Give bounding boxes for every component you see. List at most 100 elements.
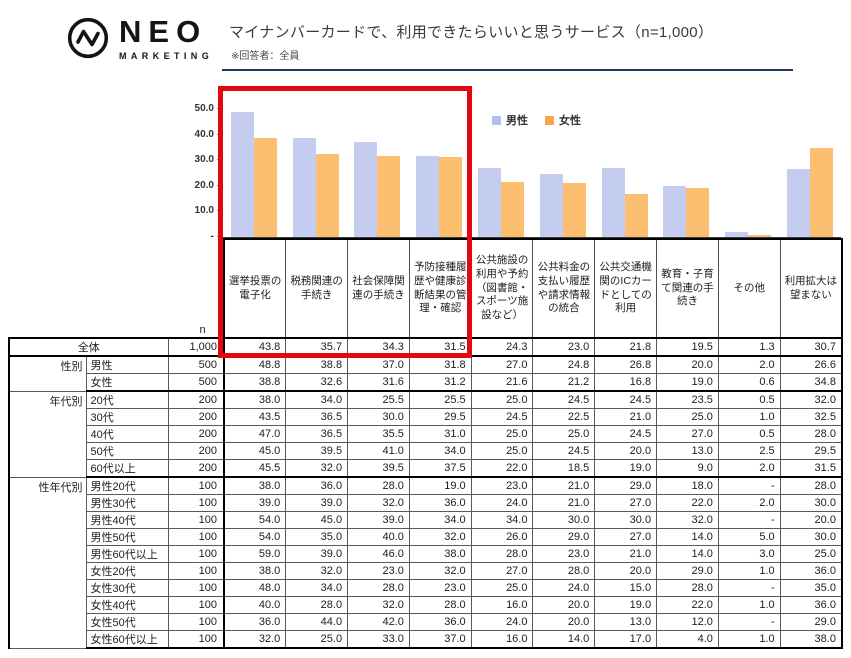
data-cell: 28.0 (347, 476, 410, 495)
data-cell: 32.0 (285, 459, 349, 478)
column-header: その他 (717, 238, 781, 339)
bar-female (748, 235, 772, 237)
n-column-header: n (199, 324, 206, 336)
data-cell: 21.2 (532, 373, 596, 392)
data-cell: 32.0 (779, 390, 843, 409)
data-cell: 3.0 (717, 545, 781, 563)
data-cell: 2.0 (717, 459, 781, 478)
data-cell: 23.0 (532, 545, 596, 563)
column-header: 社会保障関連の手続き (347, 238, 410, 339)
row-label: 女性40代 (85, 596, 169, 614)
data-cell: 24.5 (594, 390, 658, 409)
data-cell: 2.0 (717, 494, 781, 512)
data-cell: 24.0 (470, 494, 534, 512)
data-cell: 22.5 (532, 408, 596, 426)
data-cell: 1.0 (717, 562, 781, 580)
n-value: 100 (167, 630, 225, 649)
row-label: 50代 (85, 442, 169, 460)
data-cell: 42.0 (347, 613, 410, 631)
table-row: 年代別 20代 200 38.0 34.0 25.5 25.5 25.0 24.5 24.5 23.… (8, 390, 843, 478)
female-legend-swatch (545, 115, 554, 125)
legend-label-male: 男性 (506, 115, 528, 127)
table-row: 女性20代 100 38.0 32.0 23.0 32.0 27.0 28.0 20.0 29.0… (9, 562, 843, 580)
n-value: 200 (167, 459, 225, 478)
crosstab-table: n 選挙投票の電子化 税務関連の手続き 社会保障関連の手続き 予防接種履歴や健康診断結果… (8, 238, 843, 649)
data-cell: 25.0 (470, 425, 534, 443)
data-cell: 35.5 (347, 425, 410, 443)
data-cell: 34.0 (470, 511, 534, 529)
row-label: 男性20代 (85, 476, 169, 495)
data-cell: 22.0 (470, 459, 534, 478)
data-cell: 35.7 (285, 337, 349, 357)
legend-item-female: 女性 (545, 112, 581, 128)
table-row: 全体 1,000 43.8 35.7 34.3 31.5 24.3 23.0 21.8 19.5 1… (8, 337, 843, 357)
data-cell: 0.5 (717, 390, 781, 409)
data-cell: 38.0 (408, 545, 472, 563)
data-cell: 45.5 (223, 459, 287, 478)
n-value: 100 (167, 613, 225, 631)
data-cell: 1.0 (717, 408, 781, 426)
data-cell: 30.0 (779, 494, 843, 512)
bar-female (501, 182, 525, 237)
bar-group (779, 100, 841, 237)
bar-female (562, 183, 586, 237)
n-value: 500 (167, 373, 225, 392)
bar-male (663, 186, 687, 237)
row-label: 男性30代 (85, 494, 169, 512)
data-cell: 35.0 (285, 528, 349, 546)
data-cell: 28.0 (779, 476, 843, 495)
n-value: 100 (167, 596, 225, 614)
bar-female (377, 156, 401, 237)
table-row: 40代 200 47.0 36.5 35.5 31.0 25.0 25.0 24.5 27.0 0.… (9, 425, 843, 443)
data-cell: 26.0 (470, 528, 534, 546)
data-cell: 19.5 (656, 337, 719, 357)
data-cell: 31.5 (408, 337, 472, 357)
data-cell: - (717, 476, 781, 495)
data-cell: 28.0 (779, 425, 843, 443)
data-cell: 18.0 (656, 476, 719, 495)
y-axis-tick (217, 159, 222, 161)
data-cell: 22.0 (656, 596, 719, 614)
row-group-label: 年代別 (8, 390, 87, 478)
bar-group (532, 100, 594, 237)
data-cell: 20.0 (532, 596, 596, 614)
column-header: 公共交通機関のICカードとしての利用 (594, 238, 658, 339)
bar-group (285, 100, 347, 237)
data-cell: 28.0 (656, 579, 719, 597)
data-cell: 36.0 (285, 476, 349, 495)
legend-item-male: 男性 (492, 112, 528, 128)
data-cell: 32.0 (223, 630, 287, 649)
row-label: 20代 (85, 390, 169, 409)
data-cell: 14.0 (532, 630, 596, 649)
bar-male (601, 168, 625, 237)
data-cell: 34.3 (347, 337, 410, 357)
n-value: 100 (167, 494, 225, 512)
row-label: 女性30代 (85, 579, 169, 597)
data-cell: 25.0 (779, 545, 843, 563)
data-cell: 32.0 (408, 528, 472, 546)
data-cell: 38.8 (223, 373, 287, 392)
data-cell: 29.0 (656, 562, 719, 580)
data-cell: 25.0 (470, 390, 534, 409)
row-label: 男性60代以上 (85, 545, 169, 563)
data-cell: 1.3 (717, 337, 781, 357)
data-cell: 30.0 (532, 511, 596, 529)
data-cell: 30.0 (779, 528, 843, 546)
data-cell: 19.0 (656, 373, 719, 392)
data-cell: 28.0 (532, 562, 596, 580)
data-cell: 27.0 (470, 355, 534, 374)
data-cell: 0.6 (717, 373, 781, 392)
legend-label-female: 女性 (559, 115, 581, 127)
data-cell: 45.0 (223, 442, 287, 460)
bar-male (292, 138, 316, 237)
data-cell: 24.0 (470, 613, 534, 631)
row-label: 女性20代 (85, 562, 169, 580)
bar-female (810, 148, 834, 237)
data-cell: 54.0 (223, 511, 287, 529)
n-value: 100 (167, 579, 225, 597)
table-row: 女性 500 38.8 32.6 31.6 31.2 21.6 21.2 16.8 19.0 0.6… (9, 373, 843, 392)
y-axis-label: 20.0 (194, 179, 214, 191)
bar-male (478, 168, 502, 237)
row-label: 男性 (85, 355, 169, 374)
table-row: 60代以上 200 45.5 32.0 39.5 37.5 22.0 18.5 19.0 9.0 2… (9, 459, 843, 478)
